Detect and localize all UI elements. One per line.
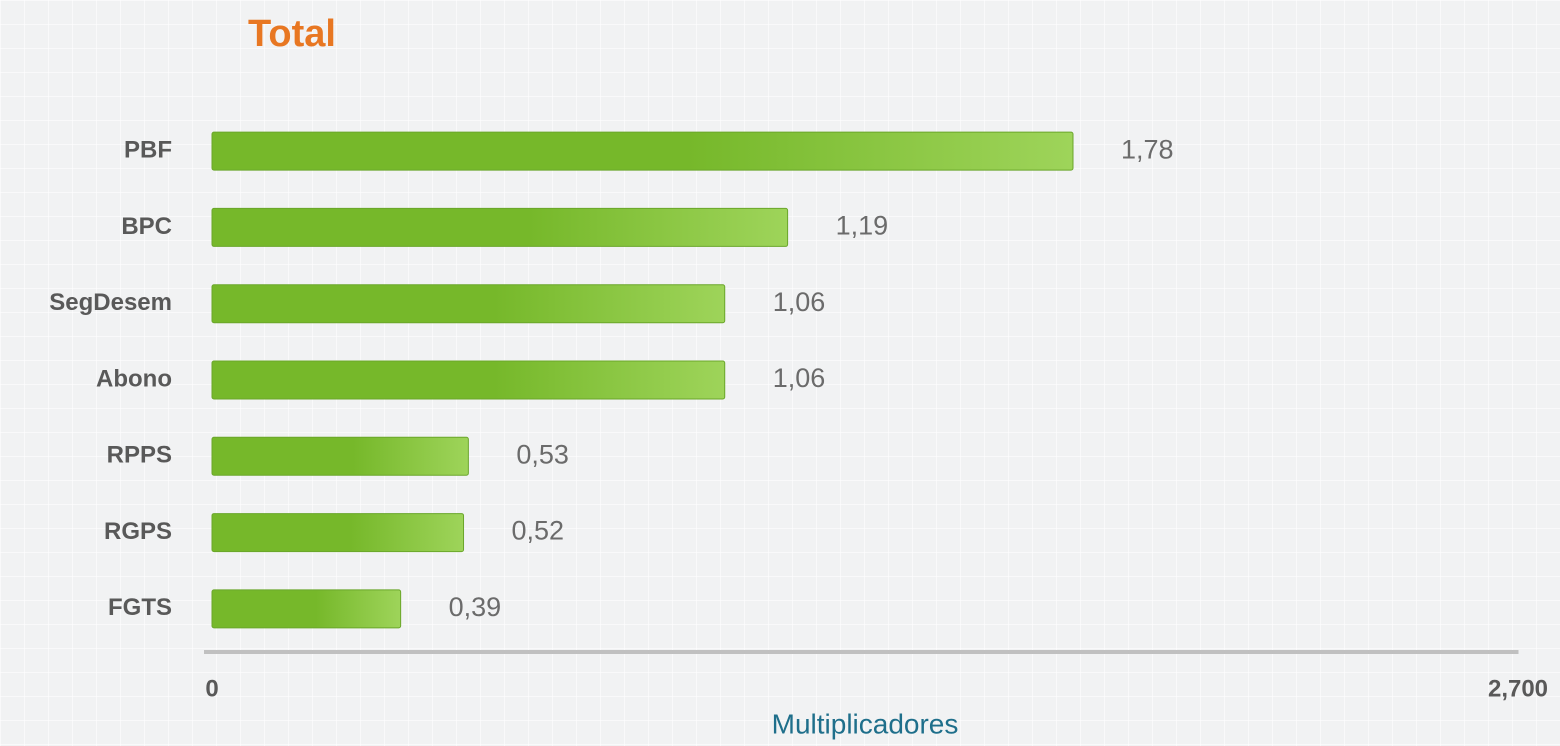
y-tick-label: Abono bbox=[96, 365, 172, 392]
y-tick-label: PBF bbox=[124, 136, 172, 163]
bar bbox=[211, 513, 465, 553]
x-axis-title: Multiplicadores bbox=[772, 708, 959, 739]
bar bbox=[211, 436, 469, 476]
y-tick-label: SegDesem bbox=[49, 289, 172, 316]
value-label: 1,06 bbox=[773, 287, 826, 317]
value-label: 1,06 bbox=[773, 363, 826, 393]
value-label: 0,52 bbox=[512, 516, 565, 546]
value-label: 1,78 bbox=[1121, 134, 1174, 164]
y-tick-label: RPPS bbox=[107, 442, 172, 469]
value-label: 0,39 bbox=[449, 592, 502, 622]
bar bbox=[211, 589, 402, 629]
y-tick-label: FGTS bbox=[108, 594, 172, 621]
chart-title: Total bbox=[248, 13, 336, 55]
y-tick-label: RGPS bbox=[104, 518, 172, 545]
x-tick-label: 0 bbox=[205, 675, 218, 702]
bar bbox=[211, 131, 1074, 171]
bar bbox=[211, 360, 726, 400]
bar bbox=[211, 207, 789, 247]
value-label: 1,19 bbox=[836, 211, 889, 241]
bar bbox=[211, 284, 726, 324]
x-tick-label: 2,700 bbox=[1488, 675, 1548, 702]
y-tick-label: BPC bbox=[121, 213, 172, 240]
value-label: 0,53 bbox=[516, 439, 569, 469]
